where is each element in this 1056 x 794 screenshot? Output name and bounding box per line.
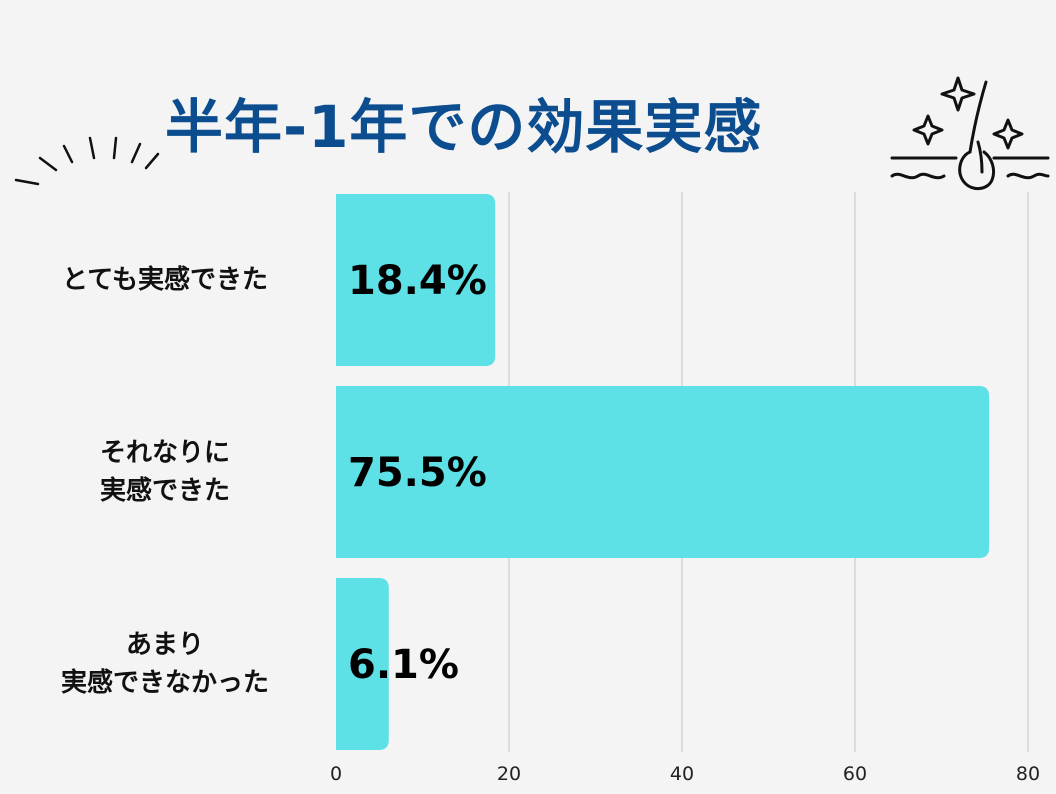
hair-follicle-icon	[890, 76, 1050, 190]
x-tick-label: 60	[843, 763, 867, 785]
data-label: 18.4%	[348, 258, 487, 304]
category-label: それなりに 実感できた	[99, 438, 230, 506]
category-label: とても実感できた	[62, 265, 268, 295]
data-label: 6.1%	[348, 642, 459, 688]
sparkle-icon	[912, 114, 944, 146]
x-tick-label: 80	[1016, 763, 1040, 785]
sparkle-icon	[940, 76, 976, 112]
chart-title: 半年-1年での効果実感	[165, 93, 763, 161]
x-tick-label: 20	[497, 763, 521, 785]
category-label: あまり 実感できなかった	[60, 630, 269, 698]
burst-lines-icon	[14, 136, 160, 186]
bar	[336, 578, 389, 750]
bar	[336, 386, 990, 558]
x-tick-label: 40	[670, 763, 694, 785]
bar	[336, 194, 496, 366]
data-label: 75.5%	[348, 450, 487, 496]
x-tick-label: 0	[330, 763, 342, 785]
sparkle-icon	[992, 118, 1024, 150]
